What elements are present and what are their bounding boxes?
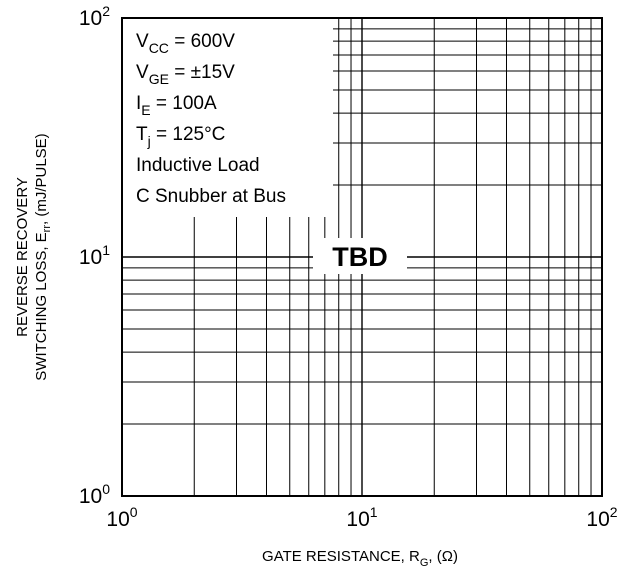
condition-symbol: V bbox=[136, 31, 149, 52]
x-tick-base: 10 bbox=[106, 508, 129, 531]
x-tick-exponent: 0 bbox=[130, 504, 138, 520]
conditions-box bbox=[123, 19, 333, 217]
x-tick-base: 10 bbox=[346, 508, 369, 531]
plot-frame bbox=[121, 17, 603, 497]
condition-symbol: I bbox=[136, 93, 141, 114]
x-tick-exponent: 2 bbox=[610, 504, 618, 520]
y-tick-label: 101 bbox=[79, 242, 110, 269]
condition-line: VCC = 600V bbox=[136, 31, 235, 56]
condition-symbol: V bbox=[136, 62, 149, 83]
condition-value: = 100A bbox=[151, 93, 217, 114]
y-tick-base: 10 bbox=[79, 7, 102, 30]
y-tick-exponent: 2 bbox=[102, 3, 110, 19]
x-axis-label: GATE RESISTANCE, RG, (Ω) bbox=[262, 548, 458, 569]
condition-value: = 600V bbox=[169, 31, 235, 52]
condition-line: VGE = ±15V bbox=[136, 62, 235, 87]
y-tick-label: 102 bbox=[79, 3, 110, 30]
condition-subscript: j bbox=[147, 133, 151, 149]
x-axis-label-suffix: , (Ω) bbox=[428, 548, 458, 565]
condition-subscript: E bbox=[141, 102, 150, 118]
y-tick-base: 10 bbox=[79, 246, 102, 269]
y-axis-label-line2-suffix: , (mJ/PULSE) bbox=[33, 133, 50, 225]
condition-line: C Snubber at Bus bbox=[136, 186, 286, 207]
y-axis-label-line2-prefix: SWITCHING LOSS, E bbox=[33, 232, 50, 380]
x-tick-label: 100 bbox=[106, 504, 137, 531]
condition-symbol: Inductive Load bbox=[136, 155, 260, 176]
y-axis-label-line1: REVERSE RECOVERY bbox=[14, 177, 31, 337]
y-axis-label-line2: SWITCHING LOSS, Err, (mJ/PULSE) bbox=[33, 133, 53, 380]
x-tick-labels: 100 101 102 bbox=[106, 504, 617, 531]
condition-symbol: T bbox=[136, 124, 148, 145]
condition-symbol: C Snubber at Bus bbox=[136, 186, 286, 207]
tbd-box bbox=[313, 238, 407, 274]
y-tick-exponent: 0 bbox=[102, 481, 110, 497]
condition-subscript: CC bbox=[149, 40, 169, 56]
tbd-annotation: TBD bbox=[332, 242, 388, 272]
x-axis-label-sub: G bbox=[420, 557, 429, 569]
condition-value: = ±15V bbox=[169, 62, 235, 83]
x-tick-base: 10 bbox=[586, 508, 609, 531]
y-axis-label: REVERSE RECOVERY SWITCHING LOSS, Err, (m… bbox=[14, 133, 53, 380]
x-axis-label-prefix: GATE RESISTANCE, R bbox=[262, 548, 420, 565]
x-tick-exponent: 1 bbox=[370, 504, 378, 520]
y-tick-label: 100 bbox=[79, 481, 110, 508]
y-tick-base: 10 bbox=[79, 485, 102, 508]
condition-line: IE = 100A bbox=[136, 93, 217, 118]
y-axis-label-line2-sub: rr bbox=[41, 225, 53, 233]
condition-subscript: GE bbox=[149, 71, 169, 87]
x-tick-label: 101 bbox=[346, 504, 377, 531]
y-tick-exponent: 1 bbox=[102, 242, 110, 258]
x-tick-label: 102 bbox=[586, 504, 617, 531]
condition-line: Tj = 125°C bbox=[136, 124, 225, 149]
condition-value: = 125°C bbox=[151, 124, 226, 145]
condition-line: Inductive Load bbox=[136, 155, 260, 176]
